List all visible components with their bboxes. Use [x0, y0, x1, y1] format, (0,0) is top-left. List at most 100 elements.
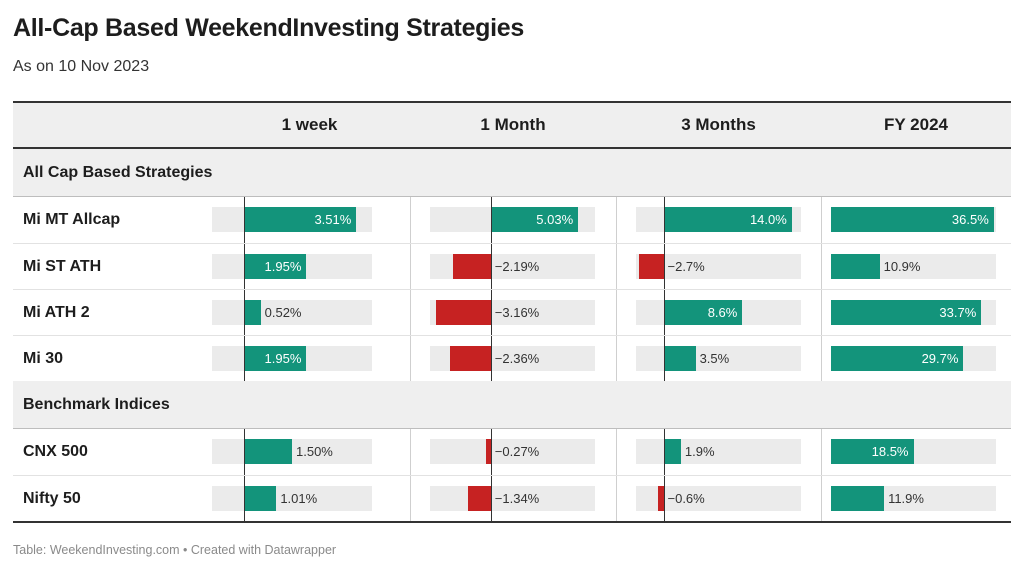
- performance-table: 1 week 1 Month 3 Months FY 2024 All Cap Bas…: [13, 101, 1011, 523]
- header-rule: [13, 147, 1011, 149]
- table-row: Mi ST ATH 1.95% −2.19% −2.7% 10.9%: [13, 243, 1011, 289]
- group-header: All Cap Based Strategies: [13, 149, 1011, 196]
- value-cell: −2.36%: [410, 336, 616, 381]
- value-cell: −0.6%: [616, 476, 821, 521]
- table-row: Nifty 50 1.01% −1.34% −0.6% 11.9%: [13, 475, 1011, 521]
- table-bottom-rule: [13, 521, 1011, 523]
- value-label: 33.7%: [939, 305, 977, 320]
- value-label: 3.51%: [314, 212, 352, 227]
- positive-bar: [831, 300, 982, 325]
- value-label: 0.52%: [264, 305, 302, 320]
- zero-line: [244, 197, 245, 243]
- group-header: Benchmark Indices: [13, 381, 1011, 428]
- positive-bar: [663, 439, 681, 464]
- value-label: −0.27%: [494, 444, 540, 459]
- zero-line: [663, 476, 665, 521]
- positive-bar: [663, 300, 743, 325]
- value-label: −0.6%: [667, 491, 705, 506]
- page-title: All-Cap Based WeekendInvesting Strategie…: [13, 14, 525, 42]
- zero-line: [490, 429, 492, 475]
- zero-line: [244, 336, 245, 381]
- bar-track: [636, 439, 801, 464]
- page-subtitle: As on 10 Nov 2023: [13, 58, 150, 75]
- bar-track: [212, 486, 372, 511]
- column-header: 1 Month: [480, 115, 546, 134]
- positive-bar: [831, 346, 964, 371]
- table-row: CNX 500 1.50% −0.27% 1.9% 18.5%: [13, 429, 1011, 475]
- negative-bar: [658, 486, 664, 511]
- value-cell: −2.7%: [616, 244, 821, 289]
- column-header: FY 2024: [884, 115, 948, 134]
- bar-track: [430, 486, 595, 511]
- value-label: −1.34%: [494, 491, 540, 506]
- positive-bar: [831, 254, 880, 279]
- zero-line: [244, 290, 245, 335]
- value-cell: 29.7%: [821, 336, 1011, 381]
- row-label: Mi MT Allcap: [23, 211, 121, 228]
- group-rows: Mi MT Allcap 3.51% 5.03% 14.0% 36.5% Mi ST AT…: [13, 197, 1011, 381]
- value-label: −2.36%: [494, 351, 540, 366]
- value-label: 8.6%: [707, 305, 738, 320]
- table-body: All Cap Based Strategies Mi MT Allcap 3.51…: [13, 149, 1011, 521]
- positive-bar: [831, 486, 885, 511]
- value-cell: 3.51%: [209, 197, 410, 243]
- value-cell: 1.01%: [209, 476, 410, 521]
- value-cell: 1.95%: [209, 244, 410, 289]
- source-footer: Table: WeekendInvesting.com • Created wi…: [13, 543, 337, 557]
- value-cell: −0.27%: [410, 429, 616, 475]
- zero-line: [490, 290, 492, 335]
- value-cell: 3.5%: [616, 336, 821, 381]
- value-cell: 36.5%: [821, 197, 1011, 243]
- value-label: −3.16%: [494, 305, 540, 320]
- zero-line: [244, 429, 245, 475]
- value-label: −2.7%: [667, 259, 705, 274]
- value-cell: 11.9%: [821, 476, 1011, 521]
- group-rule: [13, 428, 1011, 429]
- bar-track: [212, 439, 372, 464]
- value-cell: 1.95%: [209, 336, 410, 381]
- value-cell: 14.0%: [616, 197, 821, 243]
- row-label: Mi ATH 2: [23, 303, 90, 321]
- table-header: 1 week 1 Month 3 Months FY 2024: [13, 103, 1011, 147]
- value-label: 1.95%: [264, 259, 302, 274]
- value-cell: −2.19%: [410, 244, 616, 289]
- value-cell: 33.7%: [821, 290, 1011, 335]
- positive-bar: [244, 207, 357, 232]
- negative-bar: [638, 254, 664, 279]
- table-row: Mi MT Allcap 3.51% 5.03% 14.0% 36.5%: [13, 197, 1011, 243]
- negative-bar: [449, 346, 491, 371]
- value-cell: 18.5%: [821, 429, 1011, 475]
- table-top-rule: [13, 101, 1011, 103]
- zero-line: [663, 290, 665, 335]
- row-label: CNX 500: [23, 443, 88, 460]
- positive-bar: [831, 439, 914, 464]
- positive-bar: [831, 207, 994, 232]
- zero-line: [490, 336, 492, 381]
- positive-bar: [490, 207, 579, 232]
- zero-line: [663, 197, 665, 243]
- value-label: 14.0%: [749, 212, 787, 227]
- zero-line: [490, 197, 492, 243]
- group-rule: [13, 196, 1011, 197]
- value-cell: 10.9%: [821, 244, 1011, 289]
- positive-bar: [244, 439, 292, 464]
- negative-bar: [486, 439, 491, 464]
- table-row: Mi ATH 2 0.52% −3.16% 8.6% 33.7%: [13, 289, 1011, 335]
- value-label: 36.5%: [951, 212, 989, 227]
- zero-line: [663, 244, 665, 289]
- row-label: Nifty 50: [23, 489, 81, 507]
- value-label: 1.9%: [684, 444, 715, 459]
- negative-bar: [452, 254, 491, 279]
- negative-bar: [435, 300, 491, 325]
- positive-bar: [244, 254, 307, 279]
- positive-bar: [663, 207, 792, 232]
- bar-track: [430, 439, 595, 464]
- table-row: Mi 30 1.95% −2.36% 3.5% 29.7%: [13, 335, 1011, 381]
- value-label: 18.5%: [871, 444, 909, 459]
- zero-line: [244, 244, 245, 289]
- group-rows: CNX 500 1.50% −0.27% 1.9% 18.5% Nifty 50 1.01%…: [13, 429, 1011, 521]
- value-label: 1.95%: [264, 351, 302, 366]
- positive-bar: [663, 346, 696, 371]
- value-label: 1.01%: [280, 491, 318, 506]
- row-label: Mi ST ATH: [23, 257, 102, 275]
